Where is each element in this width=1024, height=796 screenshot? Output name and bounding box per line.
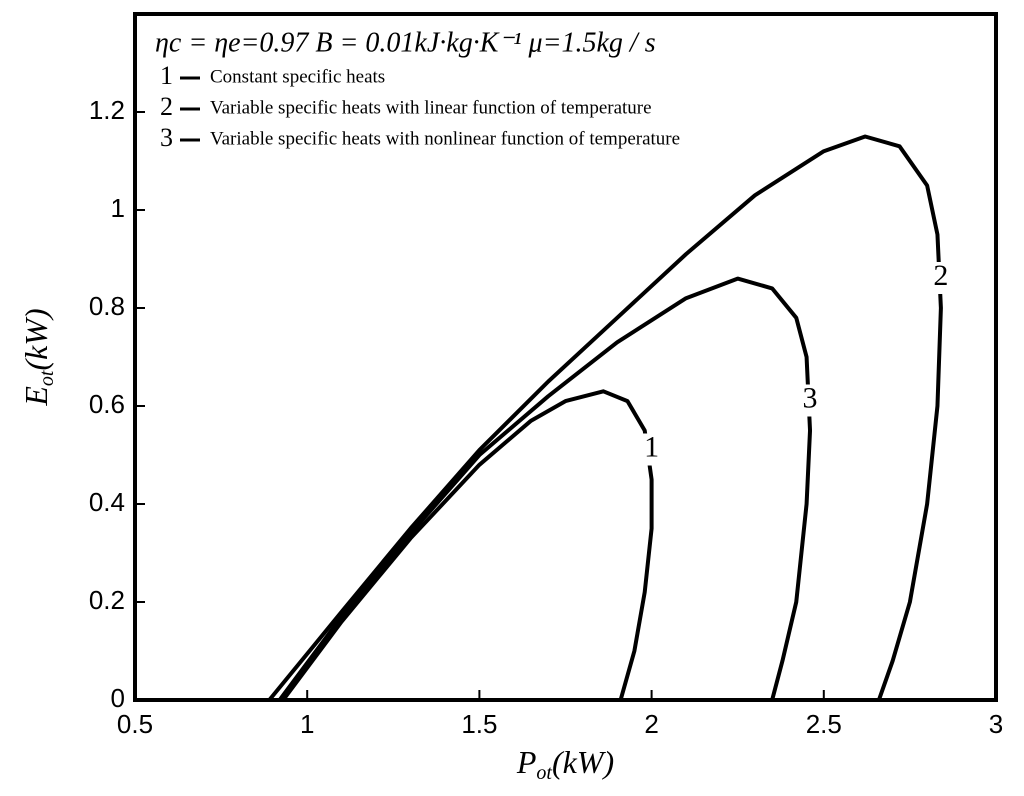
y-tick-label: 1	[111, 193, 125, 223]
curve-label: 2	[933, 259, 948, 292]
series-line	[278, 276, 813, 702]
plot-frame	[133, 12, 998, 702]
x-tick-label: 3	[989, 709, 1003, 739]
y-axis-label: Eot(kW)	[18, 308, 57, 406]
curve-label-bg	[930, 262, 951, 294]
y-axis-label-part: (kW)	[18, 308, 54, 370]
legend-label: Constant specific heats	[210, 66, 385, 87]
y-tick-label: 0.8	[89, 291, 125, 321]
y-tick-label: 1.2	[89, 95, 125, 125]
legend-key: 3	[160, 123, 173, 152]
curve-label: 1	[644, 430, 659, 463]
curve-label-bg	[800, 384, 821, 417]
series-line	[281, 389, 654, 702]
x-tick-label: 1.5	[461, 709, 497, 739]
y-tick-label: 0.4	[89, 487, 125, 517]
x-tick-label: 2.5	[806, 709, 842, 739]
y-tick-label: 0.6	[89, 389, 125, 419]
legend-label: Variable specific heats with linear func…	[210, 97, 652, 118]
y-axis-label-part: ot	[36, 370, 58, 386]
x-axis-label-part: P	[516, 744, 537, 780]
series-line	[267, 134, 943, 702]
legend-label: Variable specific heats with nonlinear f…	[210, 128, 680, 149]
legend-key: 2	[160, 92, 173, 121]
x-tick-label: 0.5	[117, 709, 153, 739]
annotation: ηc = ηe=0.97 B = 0.01kJ·kg·K⁻¹ μ=1.5kg /…	[155, 27, 656, 58]
legend-key: 1	[160, 61, 173, 90]
y-tick-label: 0.2	[89, 585, 125, 615]
x-axis-label-part: ot	[536, 762, 552, 784]
x-axis-label: Pot(kW)	[516, 744, 614, 783]
x-axis-label-part: (kW)	[552, 744, 614, 780]
x-tick-label: 2	[644, 709, 658, 739]
curve-label-bg	[641, 433, 662, 466]
x-tick-label: 1	[300, 709, 314, 739]
curve-label: 3	[803, 381, 818, 414]
y-axis-label-part: E	[18, 386, 54, 407]
y-tick-label: 0	[111, 683, 125, 713]
